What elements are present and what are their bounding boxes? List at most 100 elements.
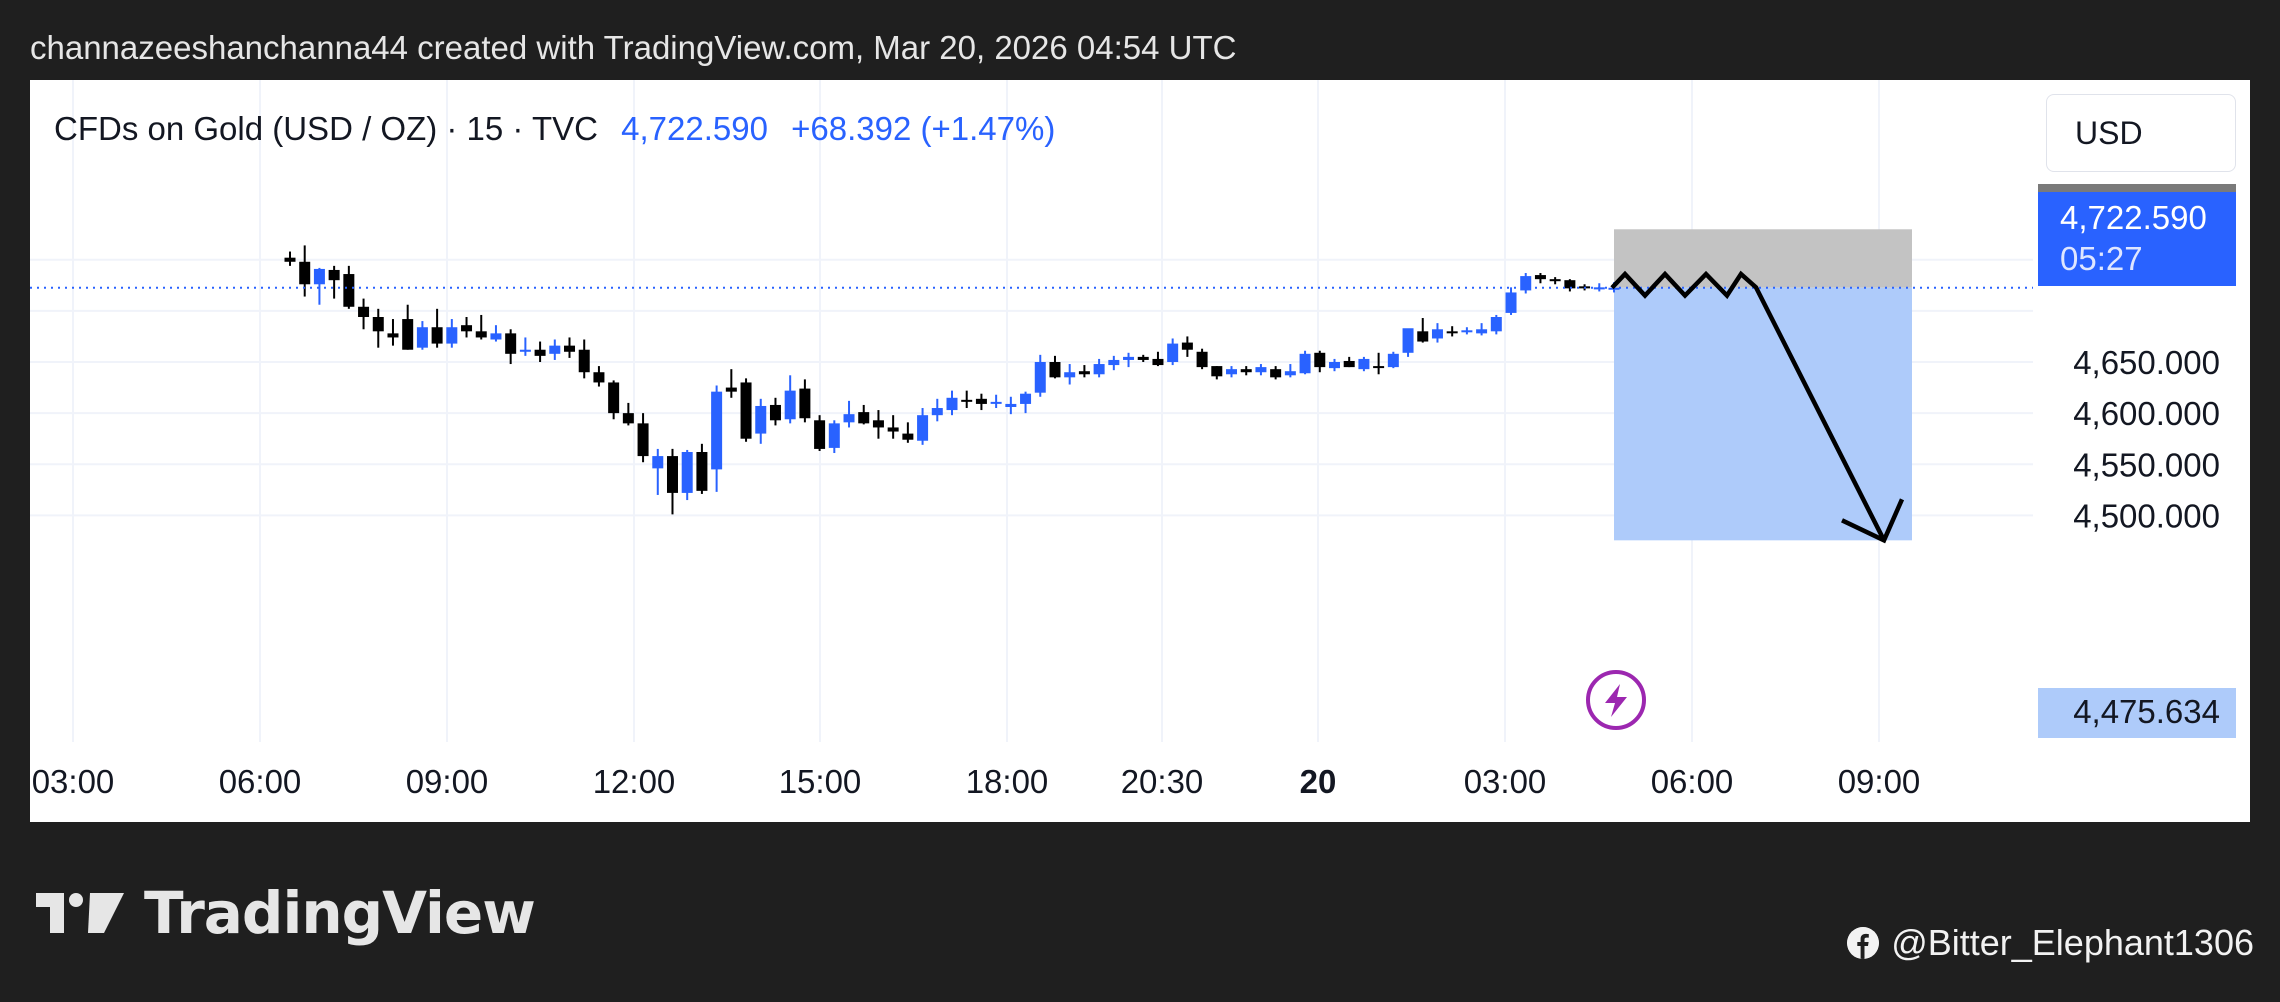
candle[interactable] xyxy=(1299,350,1311,375)
candle[interactable] xyxy=(858,404,870,425)
candle[interactable] xyxy=(990,394,1002,409)
candle[interactable] xyxy=(608,380,620,420)
candle[interactable] xyxy=(387,319,399,346)
candle[interactable] xyxy=(755,398,767,444)
candle[interactable] xyxy=(1402,328,1414,357)
candle[interactable] xyxy=(1314,350,1326,373)
countdown-value: 05:27 xyxy=(2060,240,2143,277)
candle[interactable] xyxy=(299,245,311,297)
candle[interactable] xyxy=(1549,277,1561,285)
candle[interactable] xyxy=(1505,287,1517,315)
candle[interactable] xyxy=(769,397,781,426)
candle[interactable] xyxy=(799,379,811,423)
candle-body xyxy=(387,333,399,338)
candle[interactable] xyxy=(1387,351,1399,369)
candle[interactable] xyxy=(519,337,531,356)
candle[interactable] xyxy=(402,304,414,350)
candle[interactable] xyxy=(902,422,914,443)
candle[interactable] xyxy=(284,251,296,266)
candle[interactable] xyxy=(681,449,693,501)
candle[interactable] xyxy=(505,329,517,365)
candle[interactable] xyxy=(975,393,987,411)
candle[interactable] xyxy=(328,265,340,299)
currency-button[interactable]: USD xyxy=(2046,94,2236,172)
candle[interactable] xyxy=(1211,366,1223,380)
candle[interactable] xyxy=(1064,364,1076,385)
candle[interactable] xyxy=(1534,273,1546,284)
candle[interactable] xyxy=(343,265,355,309)
candle[interactable] xyxy=(578,339,590,379)
candle[interactable] xyxy=(416,321,428,350)
candle[interactable] xyxy=(946,390,958,416)
candle[interactable] xyxy=(740,378,752,442)
candle[interactable] xyxy=(1461,327,1473,335)
candle[interactable] xyxy=(534,341,546,362)
candle[interactable] xyxy=(1123,352,1135,368)
candle[interactable] xyxy=(564,337,576,358)
candle[interactable] xyxy=(784,375,796,424)
x-tick-label: 20 xyxy=(1300,763,1337,800)
candle[interactable] xyxy=(1093,358,1105,378)
candle[interactable] xyxy=(1490,314,1502,335)
candle[interactable] xyxy=(1373,352,1385,375)
candle[interactable] xyxy=(372,308,384,348)
candle[interactable] xyxy=(1034,354,1046,397)
candle[interactable] xyxy=(1020,391,1032,414)
candle[interactable] xyxy=(1358,356,1370,372)
candle[interactable] xyxy=(1005,396,1017,415)
candle[interactable] xyxy=(887,415,899,439)
candle[interactable] xyxy=(622,402,634,426)
x-tick-label: 09:00 xyxy=(1838,763,1921,800)
candle-body xyxy=(284,257,296,262)
projection-path[interactable] xyxy=(1610,270,1887,542)
lightning-icon[interactable] xyxy=(1586,670,1646,730)
candle[interactable] xyxy=(1255,364,1267,376)
candle[interactable] xyxy=(1152,351,1164,367)
candle-body xyxy=(505,333,517,354)
candle[interactable] xyxy=(917,408,929,445)
candle[interactable] xyxy=(1078,365,1090,378)
candle[interactable] xyxy=(1137,354,1149,362)
candle[interactable] xyxy=(593,366,605,387)
candle[interactable] xyxy=(549,339,561,360)
symbol-title[interactable]: CFDs on Gold (USD / OZ) · 15 · TVC xyxy=(54,110,598,147)
candle[interactable] xyxy=(313,267,325,305)
candle[interactable] xyxy=(1108,355,1120,371)
candle[interactable] xyxy=(475,314,487,340)
candle[interactable] xyxy=(358,298,370,330)
candle[interactable] xyxy=(872,410,884,439)
candle[interactable] xyxy=(1270,366,1282,380)
candle[interactable] xyxy=(696,443,708,494)
candle[interactable] xyxy=(461,317,473,338)
candle[interactable] xyxy=(1240,366,1252,376)
candle[interactable] xyxy=(1446,326,1458,337)
candle[interactable] xyxy=(637,413,649,463)
candle[interactable] xyxy=(1181,336,1193,357)
candle[interactable] xyxy=(931,398,943,422)
candle[interactable] xyxy=(961,390,973,409)
candle[interactable] xyxy=(1167,338,1179,366)
candle[interactable] xyxy=(814,415,826,451)
candle[interactable] xyxy=(652,448,664,495)
candle[interactable] xyxy=(843,400,855,428)
candle[interactable] xyxy=(1431,323,1443,343)
candle[interactable] xyxy=(1196,348,1208,370)
candle[interactable] xyxy=(828,420,840,454)
candle[interactable] xyxy=(1417,318,1429,343)
candle[interactable] xyxy=(431,308,443,348)
candle[interactable] xyxy=(711,385,723,492)
candle[interactable] xyxy=(666,448,678,515)
candle[interactable] xyxy=(1476,323,1488,336)
candle[interactable] xyxy=(1049,355,1061,379)
candle[interactable] xyxy=(1328,358,1340,372)
candle[interactable] xyxy=(446,319,458,348)
candle[interactable] xyxy=(490,325,502,342)
candle[interactable] xyxy=(1564,279,1576,292)
candle[interactable] xyxy=(1343,356,1355,368)
candle[interactable] xyxy=(1284,364,1296,378)
candle[interactable] xyxy=(725,369,737,398)
candle-body xyxy=(1270,369,1282,378)
candle[interactable] xyxy=(1226,366,1238,378)
candle[interactable] xyxy=(1520,273,1532,294)
